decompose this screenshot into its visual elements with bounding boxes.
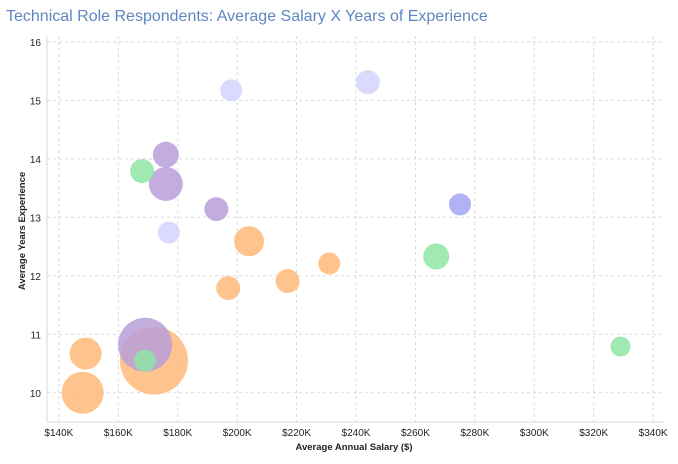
- y-axis-label: Average Years Experience: [17, 172, 28, 290]
- data-point: [234, 226, 265, 257]
- data-point: [152, 141, 179, 168]
- x-tick-label: $180K: [163, 428, 192, 439]
- data-point: [204, 197, 229, 222]
- y-tick-label: 14: [30, 155, 42, 166]
- data-point: [118, 317, 173, 372]
- data-point: [134, 349, 157, 372]
- data-point: [130, 159, 155, 184]
- y-tick-label: 12: [30, 272, 42, 283]
- x-tick-label: $160K: [104, 428, 133, 439]
- data-point: [610, 336, 631, 357]
- x-tick-label: $320K: [579, 428, 608, 439]
- data-point: [216, 276, 241, 301]
- data-point: [448, 193, 471, 216]
- data-point: [69, 337, 102, 370]
- y-tick-label: 13: [30, 213, 42, 224]
- data-point: [61, 371, 104, 414]
- y-tick-label: 11: [31, 330, 42, 341]
- data-point: [355, 70, 380, 95]
- x-tick-label: $140K: [44, 428, 73, 439]
- data-point: [157, 221, 180, 244]
- y-tick-label: 16: [30, 38, 42, 49]
- data-point: [275, 269, 300, 294]
- y-tick-label: 10: [30, 389, 42, 400]
- y-tick-label: 15: [30, 96, 42, 107]
- data-point: [318, 252, 341, 275]
- x-tick-label: $280K: [460, 428, 489, 439]
- x-tick-label: $220K: [282, 428, 311, 439]
- x-tick-label: $300K: [520, 428, 549, 439]
- x-axis-label: Average Annual Salary ($): [295, 442, 412, 453]
- data-point: [423, 243, 450, 270]
- x-tick-label: $200K: [223, 428, 252, 439]
- x-tick-label: $260K: [401, 428, 430, 439]
- axes: $140K $160K $180K $200K $220K $240K $260K $280K…: [30, 36, 668, 439]
- chart-title: Technical Role Respondents: Average Sala…: [6, 8, 488, 25]
- data-point: [148, 166, 183, 201]
- data-points: [61, 70, 631, 414]
- x-tick-label: $240K: [342, 428, 371, 439]
- data-point: [220, 79, 243, 102]
- x-tick-label: $340K: [639, 428, 668, 439]
